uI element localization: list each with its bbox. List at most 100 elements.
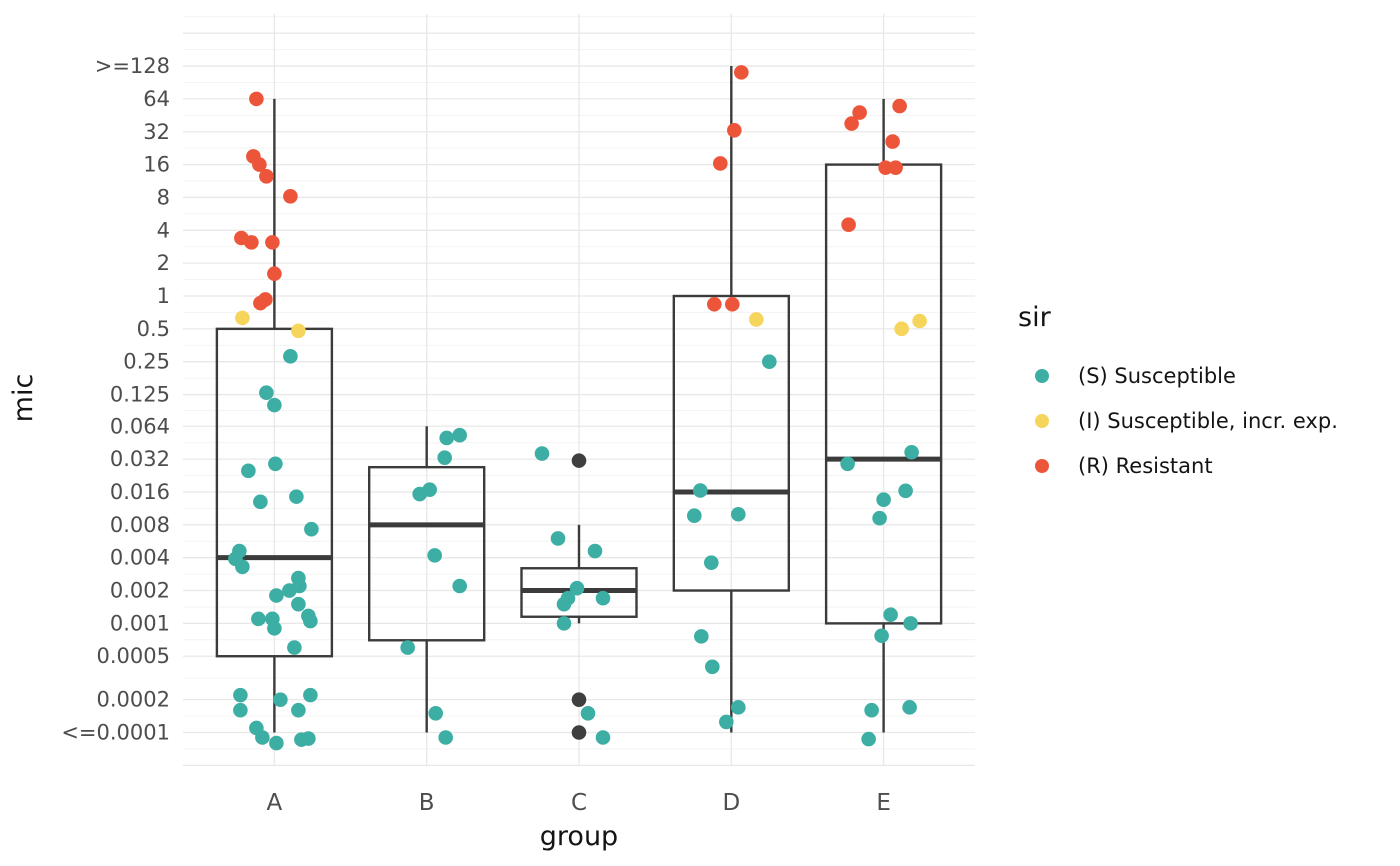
data-point-A-S	[291, 702, 306, 718]
data-point-A-S	[259, 385, 274, 400]
data-point-E-R	[888, 160, 903, 175]
data-point-A-S	[233, 687, 248, 703]
data-point-D-S	[731, 700, 746, 715]
x-tick-label-A: A	[267, 790, 283, 816]
data-point-B-S	[452, 427, 467, 443]
data-point-E-S	[903, 616, 918, 631]
box-A	[215, 327, 334, 658]
x-tick-label-C: C	[571, 790, 587, 816]
data-point-A-S	[241, 463, 256, 479]
y-tick-label: 0.001	[110, 611, 170, 635]
legend-item-label: (R) Resistant	[1078, 453, 1213, 478]
data-point-C-NA	[571, 453, 587, 468]
data-point-A-S	[304, 521, 319, 537]
y-tick-label: 4	[157, 218, 170, 242]
data-point-E-S	[864, 702, 879, 718]
data-point-D-S	[704, 555, 719, 570]
y-tick-label: 32	[143, 120, 170, 144]
data-point-A-S	[303, 613, 318, 629]
legend-item-label: (I) Susceptible, incr. exp.	[1078, 408, 1338, 433]
data-point-A-S	[269, 735, 284, 751]
data-point-D-S	[693, 483, 708, 498]
y-tick-label: 0.0005	[97, 644, 170, 668]
y-tick-label: 0.004	[110, 546, 170, 570]
data-point-D-S	[731, 506, 746, 522]
y-tick-label: >=128	[95, 54, 170, 78]
legend: sir (S) Susceptible (I) Susceptible, inc…	[1018, 302, 1338, 488]
data-point-E-S	[904, 444, 919, 460]
data-point-E-R	[841, 217, 856, 233]
data-point-D-S	[762, 354, 777, 370]
data-point-C-S	[587, 543, 603, 559]
data-point-C-S	[556, 596, 572, 612]
data-point-D-S	[705, 659, 720, 675]
x-tick-label-B: B	[419, 790, 435, 816]
data-point-C-NA	[571, 725, 587, 740]
data-point-C-S	[550, 531, 566, 546]
y-tick-label: 0.064	[110, 414, 170, 438]
data-point-E-I	[894, 321, 909, 337]
data-point-A-S	[267, 397, 282, 413]
data-point-D-S	[719, 714, 734, 730]
data-point-C-S	[534, 446, 550, 461]
data-point-B-S	[427, 548, 442, 563]
data-point-A-R	[252, 157, 267, 172]
y-tick-label: 64	[143, 87, 170, 111]
resistant-dot-icon	[1035, 458, 1049, 473]
data-point-E-R	[878, 160, 893, 175]
data-point-E-S	[902, 700, 917, 715]
data-point-E-R	[844, 116, 859, 131]
data-point-E-S	[883, 607, 898, 623]
data-point-A-S	[303, 687, 318, 703]
data-point-C-S	[580, 705, 596, 721]
data-point-A-S	[267, 621, 282, 636]
y-tick-label: 0.002	[110, 579, 170, 603]
data-point-E-S	[898, 483, 913, 499]
data-point-A-I	[235, 310, 250, 326]
data-point-B-S	[412, 486, 427, 502]
data-point-A-R	[265, 235, 280, 250]
data-point-C-S	[595, 590, 611, 606]
data-point-C-NA	[571, 692, 587, 707]
y-tick-label: 0.125	[110, 383, 170, 407]
data-point-E-S	[840, 456, 855, 472]
data-point-A-S	[301, 731, 316, 746]
y-tick-label: 2	[157, 251, 170, 275]
data-point-D-S	[694, 629, 709, 644]
data-point-C-S	[569, 580, 585, 596]
data-point-E-I	[912, 313, 927, 329]
data-point-A-S	[235, 559, 250, 575]
data-point-B-S	[400, 640, 415, 655]
data-point-A-R	[283, 188, 298, 204]
data-point-A-S	[268, 456, 283, 472]
x-tick-label-E: E	[876, 790, 891, 816]
data-point-A-S	[273, 692, 288, 707]
y-tick-label: 8	[157, 185, 170, 209]
legend-title: sir	[1018, 302, 1051, 333]
data-point-C-S	[595, 730, 611, 745]
data-point-E-S	[861, 731, 876, 747]
y-tick-label: 1	[157, 284, 170, 308]
data-point-B-S	[452, 578, 467, 594]
box-D	[672, 294, 791, 592]
y-tick-label: 16	[143, 153, 170, 177]
data-point-D-S	[687, 508, 702, 523]
y-tick-label: 0.25	[123, 350, 170, 374]
data-point-E-R	[852, 105, 867, 120]
data-point-A-R	[253, 295, 268, 311]
data-point-D-R	[734, 65, 749, 80]
data-point-B-S	[438, 730, 453, 745]
y-tick-label: 0.008	[110, 513, 170, 537]
data-point-A-S	[287, 640, 302, 655]
data-point-E-R	[885, 134, 900, 149]
data-point-A-I	[291, 323, 306, 339]
incr-exposure-dot-icon	[1035, 413, 1049, 428]
data-point-A-S	[251, 611, 266, 627]
data-point-D-R	[713, 156, 728, 171]
data-point-D-R	[725, 296, 740, 312]
susceptible-dot-icon	[1035, 368, 1049, 383]
data-point-E-S	[874, 628, 889, 644]
data-point-D-R	[707, 296, 722, 312]
